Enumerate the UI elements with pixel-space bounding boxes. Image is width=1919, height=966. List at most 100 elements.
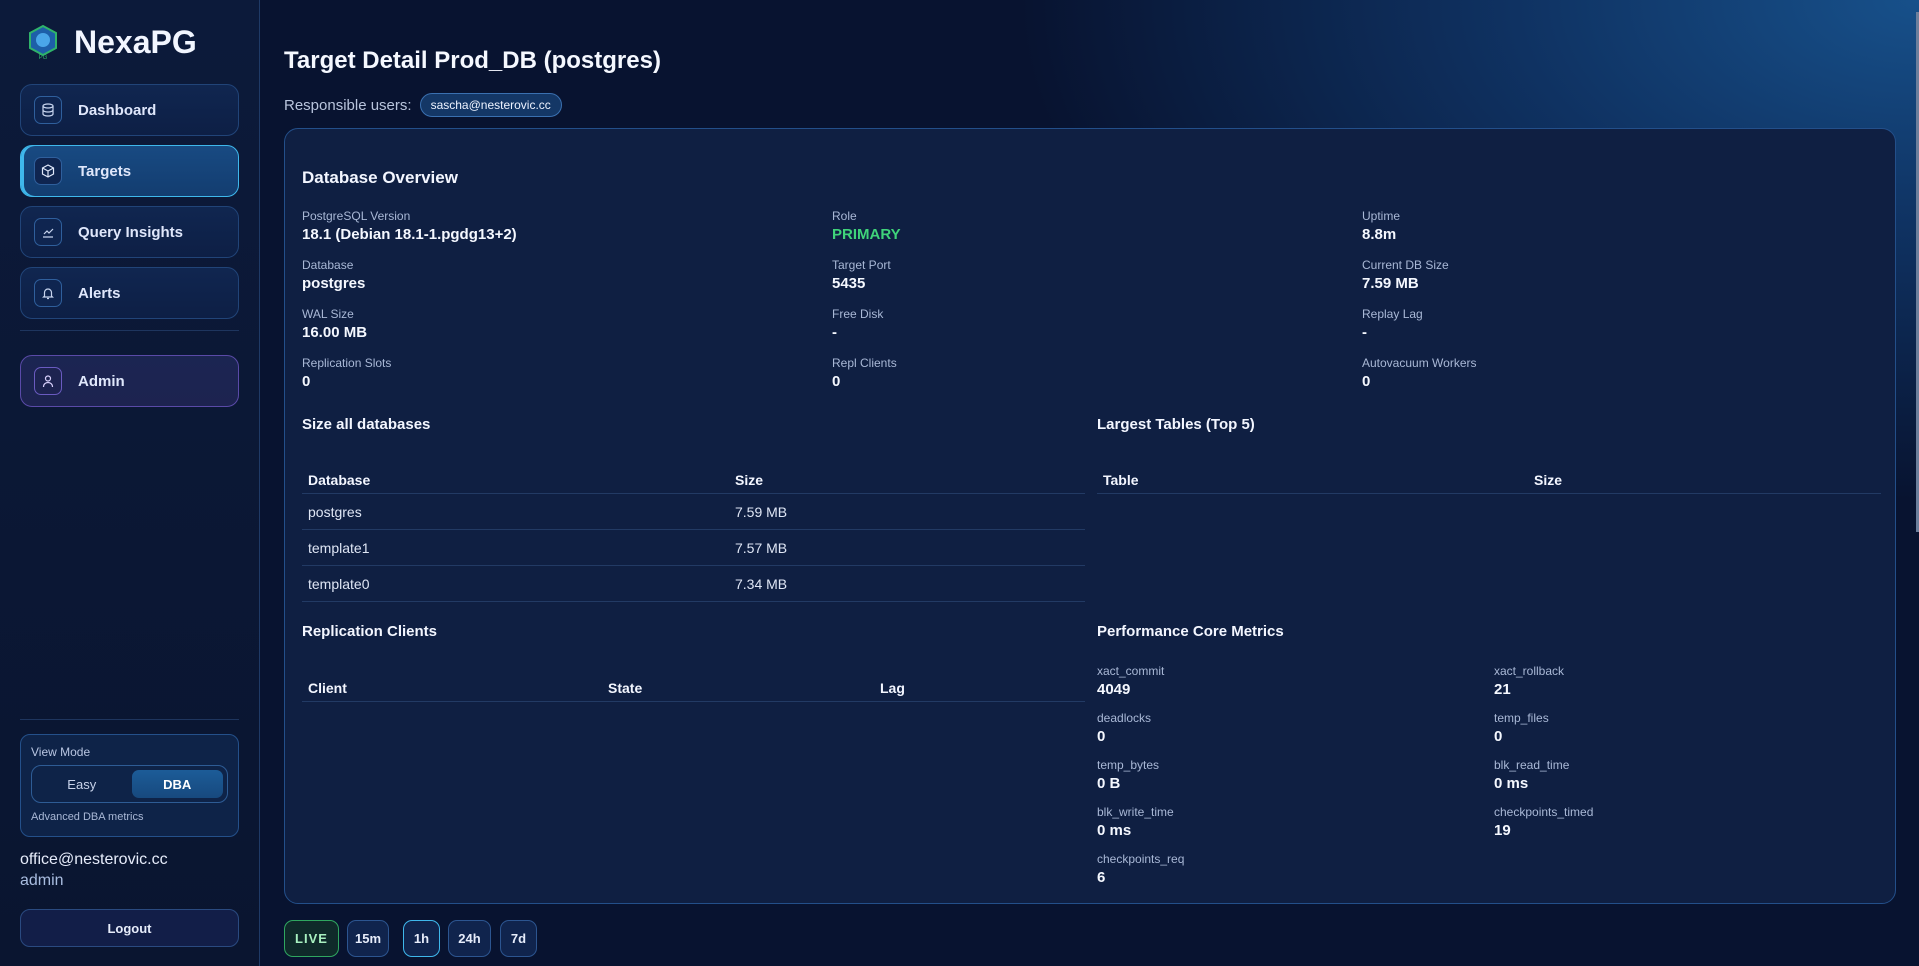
metric-label: PostgreSQL Version [302,209,411,223]
user-icon [34,367,62,395]
sidebar-item-label: Dashboard [78,101,157,119]
metric-label: checkpoints_timed [1494,805,1594,819]
table-header: Client State Lag [302,662,1085,702]
user-chip[interactable]: sascha@nesterovic.cc [419,93,562,117]
metric-value: 21 [1494,681,1511,698]
chart-line-icon [34,218,62,246]
metric-label: Uptime [1362,209,1401,223]
time-range-15m-button[interactable]: 15m [347,920,389,957]
cube-icon [34,157,62,185]
scrollbar[interactable] [1916,12,1919,532]
metric-label: Repl Clients [832,356,897,370]
metric-value: 16.00 MB [302,324,368,341]
performance-metric: deadlocks 0 [1097,711,1151,745]
sidebar-item-targets[interactable]: Targets [20,145,239,197]
replication-title: Replication Clients [302,623,438,640]
responsible-users: Responsible users: sascha@nesterovic.cc [284,93,562,117]
sidebar-divider [20,330,239,331]
responsible-users-label: Responsible users: [284,96,412,114]
largest-tables-table: Table Size [1097,454,1881,494]
performance-metric: blk_read_time 0 ms [1494,758,1569,792]
sidebar-item-query-insights[interactable]: Query Insights [20,206,239,258]
view-mode-easy[interactable]: Easy [67,776,97,792]
overview-metric: Replication Slots 0 [302,356,391,390]
metric-value: 0 [1362,373,1371,390]
view-mode-toggle: Easy DBA [31,765,228,803]
metric-value: 19 [1494,822,1511,839]
column-header: Lag [880,680,905,696]
metric-value: postgres [302,275,366,292]
table-header: Table Size [1097,454,1881,494]
logo-icon: PG [29,24,57,60]
view-mode-hint: Advanced DBA metrics [31,811,144,823]
overview-metric: Repl Clients 0 [832,356,897,390]
size-all-table: Database Size postgres 7.59 MB template1 7.… [302,454,1085,602]
sidebar-item-alerts[interactable]: Alerts [20,267,239,319]
performance-metric: checkpoints_timed 19 [1494,805,1593,839]
overview-metric: Uptime 8.8m [1362,209,1400,243]
metric-label: Current DB Size [1362,258,1449,272]
metric-label: Autovacuum Workers [1362,356,1477,370]
sidebar-item-admin[interactable]: Admin [20,355,239,407]
table-header: Database Size [302,454,1085,494]
metric-value: 18.1 (Debian 18.1-1.pgdg13+2) [302,226,517,243]
metric-label: Replay Lag [1362,307,1423,321]
metric-label: xact_commit [1097,664,1165,678]
sidebar-divider [20,719,239,720]
cell-database: template1 [308,540,370,556]
overview-metric: WAL Size 16.00 MB [302,307,367,341]
cell-database: template0 [308,576,370,592]
view-mode-dba[interactable]: DBA [131,770,223,798]
performance-metric: xact_rollback 21 [1494,664,1564,698]
time-range-live-button[interactable]: LIVE [284,920,339,957]
time-range-1h-button[interactable]: 1h [403,920,440,957]
replication-table: Client State Lag [302,662,1085,702]
sidebar-item-label: Alerts [78,284,121,302]
cell-size: 7.34 MB [735,576,788,592]
metric-label: Role [832,209,857,223]
metric-label: xact_rollback [1494,664,1565,678]
cell-size: 7.57 MB [735,540,788,556]
sidebar-item-label: Targets [78,162,132,180]
metric-value: 7.59 MB [1362,275,1419,292]
performance-metric: blk_write_time 0 ms [1097,805,1174,839]
metric-label: Replication Slots [302,356,392,370]
column-header: Table [1103,472,1139,488]
sidebar-item-dashboard[interactable]: Dashboard [20,84,239,136]
metric-label: WAL Size [302,307,354,321]
metric-label: blk_read_time [1494,758,1570,772]
overview-metric: Role PRIMARY [832,209,901,243]
overview-metric: Current DB Size 7.59 MB [1362,258,1449,292]
metric-value: PRIMARY [832,226,901,243]
logout-button[interactable]: Logout [20,909,239,947]
column-header: State [608,680,643,696]
overview-metric: Database postgres [302,258,365,292]
cell-size: 7.59 MB [735,504,788,520]
logo-text: PG [39,55,48,60]
sidebar: PG NexaPG Dashboard Targets Query Insigh… [0,0,260,966]
metric-label: temp_files [1494,711,1549,725]
view-mode-panel: View Mode Easy DBA Advanced DBA metrics [20,734,239,837]
metric-value: 0 ms [1494,775,1529,792]
metric-label: Target Port [832,258,891,272]
table-row: template1 7.57 MB [302,530,1085,566]
metric-label: checkpoints_req [1097,852,1185,866]
performance-metric: xact_commit 4049 [1097,664,1164,698]
metric-value: - [832,324,837,341]
time-range-24h-button[interactable]: 24h [448,920,491,957]
performance-metric: checkpoints_req 6 [1097,852,1184,886]
column-header: Size [1534,472,1563,488]
metric-value: 6 [1097,869,1106,886]
metric-value: 0 B [1097,775,1121,792]
metric-value: 0 ms [1097,822,1132,839]
time-range-7d-button[interactable]: 7d [500,920,537,957]
metric-label: temp_bytes [1097,758,1160,772]
metric-value: 0 [1494,728,1503,745]
user-role: admin [20,872,64,889]
cell-database: postgres [308,504,362,520]
column-header: Size [735,472,764,488]
metric-value: 4049 [1097,681,1131,698]
overview-title: Database Overview [302,168,458,187]
user-email: office@nesterovic.cc [20,851,168,868]
page-title: Target Detail Prod_DB (postgres) [284,47,661,74]
